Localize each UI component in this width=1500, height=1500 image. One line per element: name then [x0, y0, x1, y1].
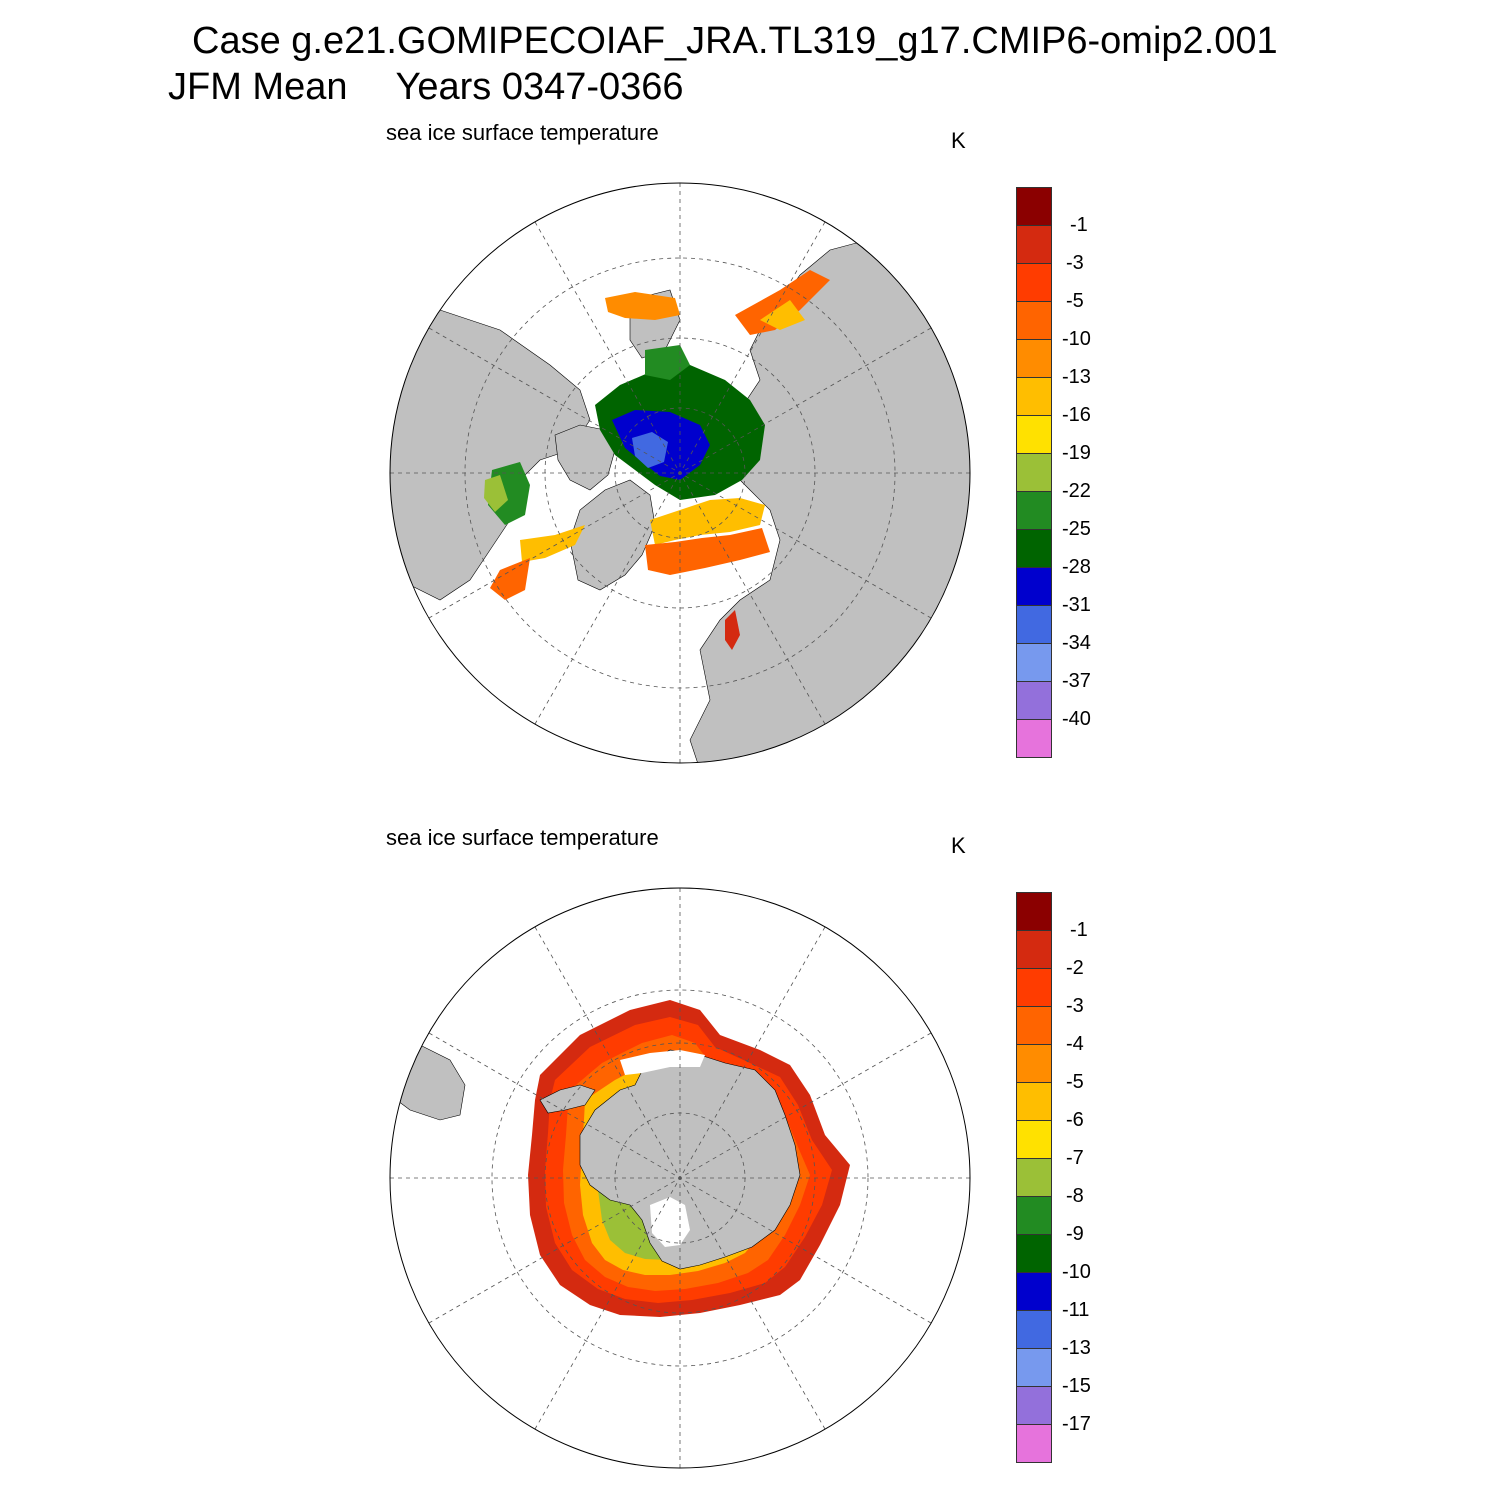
panel-north-title: sea ice surface temperature: [386, 120, 659, 145]
south-cbar-label: -10: [1062, 1261, 1091, 1283]
north-cbar-label: -13: [1062, 366, 1091, 388]
north-ice-bering: [735, 270, 830, 335]
north-cbar-label: -3: [1066, 252, 1084, 274]
north-cbar-swatch: [1016, 301, 1052, 339]
south-cbar-label: -11: [1062, 1299, 1090, 1321]
south-cbar-swatch: [1016, 1424, 1052, 1463]
north-cbar-label: -37: [1062, 670, 1091, 692]
north-cbar-swatch: [1016, 377, 1052, 415]
south-cbar-swatch: [1016, 1348, 1052, 1386]
north-ice-baffin-edge: [520, 525, 585, 562]
north-cbar-swatch: [1016, 643, 1052, 681]
south-cbar-swatch: [1016, 930, 1052, 968]
south-cbar-swatch: [1016, 892, 1052, 930]
south-cbar-swatch: [1016, 1158, 1052, 1196]
panel-south-units: K: [951, 833, 966, 858]
panel-south-title: sea ice surface temperature: [386, 825, 659, 850]
south-cbar-swatch: [1016, 1196, 1052, 1234]
south-cbar-label: -7: [1066, 1147, 1084, 1169]
north-cbar-swatch: [1016, 529, 1052, 567]
north-ice-baltic: [725, 610, 740, 650]
figure-title-period: JFM Mean Years 0347-0366: [168, 64, 684, 110]
north-cbar-label: -5: [1066, 290, 1084, 312]
south-land-peninsula: [539, 1084, 596, 1114]
south-colorbar: [1016, 892, 1052, 1463]
season-label: JFM Mean: [168, 66, 348, 108]
north-cbar-swatch: [1016, 491, 1052, 529]
south-cbar-label: -4: [1066, 1033, 1084, 1055]
south-cbar-label: -17: [1062, 1413, 1091, 1435]
south-cbar-swatch: [1016, 1006, 1052, 1044]
north-cbar-swatch: [1016, 681, 1052, 719]
north-ice-hudson: [490, 558, 530, 600]
south-cbar-swatch: [1016, 1044, 1052, 1082]
south-cbar-label: -15: [1062, 1375, 1091, 1397]
south-cbar-label: -1: [1070, 919, 1088, 941]
south-map-border: [389, 887, 971, 1469]
north-land-america: [390, 299, 591, 601]
south-cbar-label: -9: [1066, 1223, 1084, 1245]
north-ice-coldest: [632, 432, 668, 468]
south-cbar-swatch: [1016, 1310, 1052, 1348]
north-cbar-swatch: [1016, 187, 1052, 225]
south-cbar-swatch: [1016, 1386, 1052, 1424]
north-cbar-label: -28: [1062, 556, 1091, 578]
north-ice-bering-inner: [760, 300, 805, 330]
south-cbar-swatch: [1016, 1272, 1052, 1310]
north-cbar-swatch: [1016, 415, 1052, 453]
north-ice-labrador-edge: [484, 475, 508, 512]
south-cbar-swatch: [1016, 968, 1052, 1006]
north-ice-okhotsk: [605, 292, 680, 320]
panel-north-units: K: [951, 128, 966, 153]
north-cbar-swatch: [1016, 225, 1052, 263]
south-ice-weddell-inner: [620, 1050, 705, 1075]
north-graticule: [390, 183, 970, 763]
north-cbar-swatch: [1016, 719, 1052, 758]
north-land-archipelago: [554, 424, 616, 491]
panel-north: sea ice surface temperature K: [0, 0, 1500, 764]
south-cbar-swatch: [1016, 1120, 1052, 1158]
north-ice-barents-edge: [645, 528, 770, 575]
north-cbar-label: -22: [1062, 480, 1091, 502]
south-cbar-label: -6: [1066, 1109, 1084, 1131]
north-cbar-label: -31: [1062, 594, 1091, 616]
north-cbar-label: -16: [1062, 404, 1091, 426]
north-polar-map: [389, 182, 971, 764]
north-map-border: [389, 182, 971, 764]
north-cbar-label: -34: [1062, 632, 1091, 654]
south-cbar-swatch: [1016, 1234, 1052, 1272]
north-cbar-swatch: [1016, 263, 1052, 301]
north-ice-barents: [650, 498, 765, 545]
south-cbar-label: -13: [1062, 1337, 1091, 1359]
south-cbar-swatch: [1016, 1082, 1052, 1120]
north-cbar-label: -1: [1070, 214, 1088, 236]
north-cbar-swatch: [1016, 567, 1052, 605]
figure-title-case: Case g.e21.GOMIPECOIAF_JRA.TL319_g17.CMI…: [192, 20, 1278, 62]
years-label: Years 0347-0366: [395, 66, 684, 108]
north-cbar-label: -40: [1062, 708, 1091, 730]
south-cbar-label: -5: [1066, 1071, 1084, 1093]
south-cbar-label: -2: [1066, 957, 1084, 979]
south-cbar-label: -8: [1066, 1185, 1084, 1207]
north-cbar-swatch: [1016, 605, 1052, 643]
panel-south: sea ice surface temperature K: [0, 705, 1500, 1469]
south-cbar-label: -3: [1066, 995, 1084, 1017]
north-ice-chukchi: [645, 345, 690, 380]
north-cbar-swatch: [1016, 453, 1052, 491]
north-cbar-label: -19: [1062, 442, 1091, 464]
north-cbar-label: -25: [1062, 518, 1091, 540]
north-cbar-label: -10: [1062, 328, 1091, 350]
south-polar-map: [389, 887, 971, 1469]
south-graticule: [390, 888, 970, 1468]
north-cbar-swatch: [1016, 339, 1052, 377]
north-colorbar: [1016, 187, 1052, 758]
